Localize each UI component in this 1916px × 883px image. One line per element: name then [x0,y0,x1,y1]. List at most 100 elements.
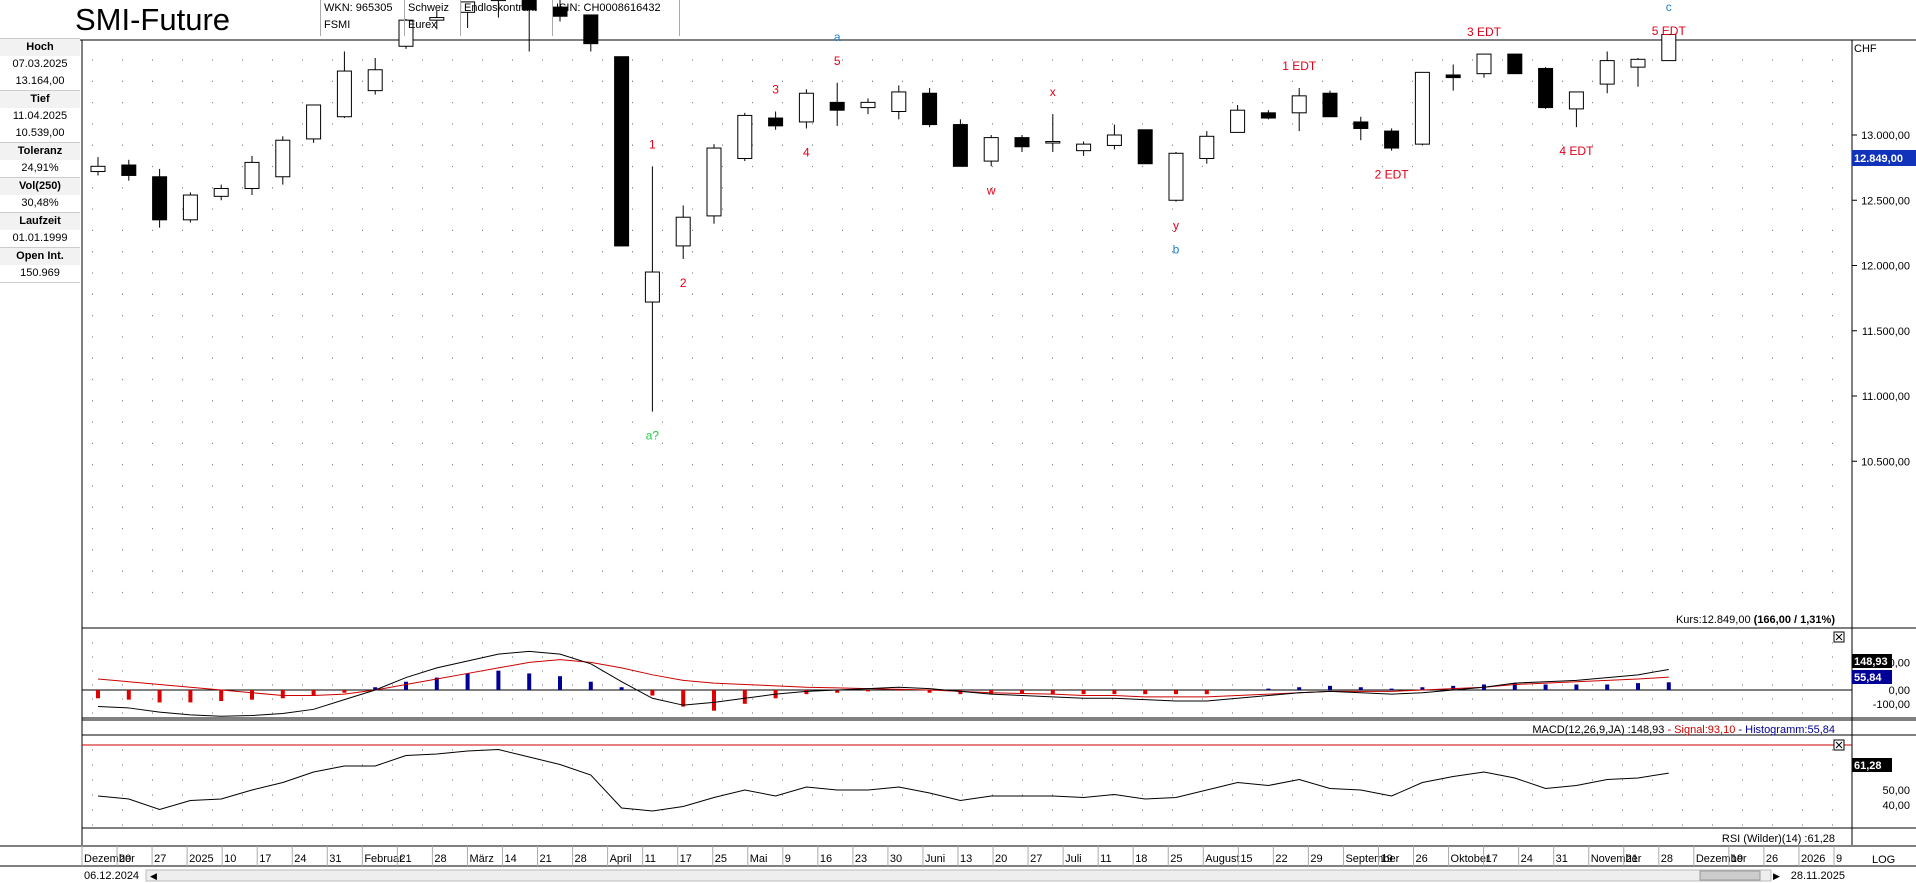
time-axis-label: 23 [855,853,867,865]
macd-histogram-bar [958,690,963,695]
macd-line [97,650,1669,717]
header-cell-isin: ISIN: CH0008616432 [552,0,680,36]
time-axis-label: April [610,853,632,865]
candle-body [1137,129,1153,165]
time-axis-label: 20 [119,853,131,865]
macd-badge-bg [1852,654,1892,668]
log-toggle[interactable]: LOG [1872,854,1895,866]
kurs-change: (166,00 / 1,31%) [1754,614,1836,626]
rsi-badge: 61,28 [1854,760,1882,772]
stat-open-interest-value: 150.969 [0,265,80,283]
rsi-badge-bg [1852,758,1892,772]
candle-body [521,0,537,11]
time-scrollbar[interactable] [145,869,1772,882]
time-axis-label: 18 [1135,853,1147,865]
time-axis-label: 17 [259,853,271,865]
candle-body [367,69,383,92]
price-tick-label: 11.500,00 [1862,326,1910,338]
time-axis-label: 26 [1766,853,1778,865]
macd-histogram-bar [1605,684,1610,690]
time-axis-label: 26 [1416,853,1428,865]
candle-body [1414,71,1430,145]
macd-histogram-bar [927,690,932,693]
macd-histogram-bar [866,690,870,692]
currency-label: CHF [1854,43,1877,55]
candle-body [1507,53,1523,75]
rsi-tick-label: 50,00 [1882,785,1910,797]
candle-body [737,114,753,159]
wave-label: 3 [772,83,779,97]
macd-histogram-bar [1112,690,1117,695]
candle-body [1260,112,1276,119]
scroll-right-icon[interactable]: ▶ [1773,871,1780,881]
candle-body [1384,130,1400,149]
time-axis-label: 21 [540,853,552,865]
macd-histogram-bar [1358,687,1363,690]
candle-body [398,19,414,47]
macd-histogram-bar [588,681,593,690]
macd-badge: 148,93 [1854,656,1888,668]
candle-body [1476,53,1492,75]
macd-signal-line [97,659,1669,698]
header-wkn: WKN: 965305 [324,2,393,14]
time-axis-label: 25 [715,853,727,865]
macd-close-icon[interactable] [1833,631,1845,643]
price-axis: 13.000,00 12.500,00 12.000,00 11.500,00 11.0… [1852,130,1910,468]
wave-label: c [1666,0,1672,14]
macd-histogram-bar [989,690,994,695]
time-axis-label: 21 [399,853,411,865]
wave-label: 1 [649,137,656,151]
time-axis-label: 11 [645,853,656,865]
stats-panel: Hoch 07.03.2025 13.164,00 Tief 11.04.202… [0,38,80,283]
candle-body [675,216,691,247]
time-axis-label: 25 [1170,853,1182,865]
macd-tick-label: -100,00 [1873,699,1910,711]
macd-pane: 200,000,00-100,00 [82,642,1910,717]
header-contract: Endloskontrakt [464,2,537,14]
candle-body [798,92,814,123]
time-axis-label: März [469,853,493,865]
header-exchange: Eurex [408,19,437,31]
rsi-close-icon[interactable] [1833,739,1845,751]
macd-histogram-bar [1081,690,1086,695]
macd-histogram-bar [527,673,532,690]
macd-histogram-bar [1512,683,1517,690]
macd-histogram-bar [1204,690,1209,695]
macd-histogram-bar [681,690,686,707]
wave-label: x [1050,85,1056,99]
time-axis-label: 9 [1836,853,1842,865]
macd-histogram-bar [1574,684,1579,690]
candle-body [1353,121,1369,129]
time-axis-label: 13 [960,853,972,865]
macd-histogram-bar [1328,685,1332,690]
time-axis-label: Juni [925,853,945,865]
time-axis-label: 11 [1100,853,1111,865]
candle-body [1199,135,1215,159]
scroll-left-icon[interactable]: ◀ [150,871,157,881]
macd-histogram-bar [1266,688,1271,690]
rsi-tick-label: 40,00 [1882,800,1910,812]
price-tick-label: 13.000,00 [1861,130,1910,142]
macd-legend-signal-value: Signal:93,10 [1674,724,1735,736]
macd-hist-badge-bg [1852,670,1892,684]
time-axis-label: 15 [1240,853,1252,865]
macd-histogram-bar [496,670,501,690]
price-tick-label: 10.500,00 [1861,456,1910,468]
time-axis-label: 28 [575,853,587,865]
wave-label: 5 [834,54,841,68]
time-axis-label: 24 [294,853,306,865]
candlestick-series [90,0,1677,412]
time-axis-label: 20 [995,853,1007,865]
macd-histogram-bar [1543,684,1548,690]
time-axis-label: 28 [434,853,446,865]
candle-body [860,101,876,109]
price-tick-label: 11.000,00 [1862,391,1910,403]
candle-body [1445,74,1461,79]
time-axis-label: 17 [680,853,692,865]
time-axis-label: Dezember [1696,853,1747,865]
wave-label: 3 EDT [1467,25,1502,39]
candle-body [1045,141,1061,144]
